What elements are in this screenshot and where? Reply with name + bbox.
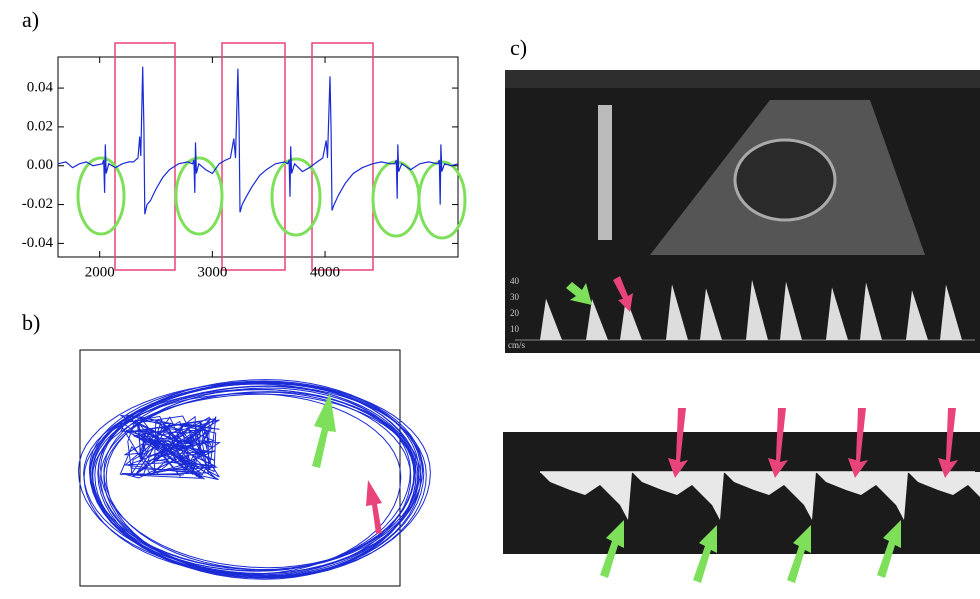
scale-label: 30 xyxy=(510,292,520,302)
green-arrow xyxy=(312,393,336,468)
doppler-peak xyxy=(860,282,882,340)
doppler-cycle xyxy=(724,472,816,520)
doppler-peak xyxy=(780,281,802,340)
green-arrow xyxy=(566,282,592,305)
trajectory-loop xyxy=(83,388,415,572)
doppler-peak xyxy=(586,298,608,340)
pink-arrows xyxy=(668,408,958,478)
doppler-cycle xyxy=(816,472,908,520)
doppler-peak xyxy=(906,290,928,340)
beat-boxes xyxy=(114,42,374,271)
doppler-peak xyxy=(666,284,688,340)
ultrasound-image xyxy=(503,432,980,554)
doppler-waveform xyxy=(540,279,962,340)
doppler-peak xyxy=(826,287,848,340)
panel-label: c) xyxy=(510,35,527,60)
doppler-cycle xyxy=(540,472,632,520)
doppler-peak xyxy=(700,288,722,340)
x-tick-label: 4000 xyxy=(310,264,340,280)
trajectory-loop xyxy=(91,382,419,579)
doppler-cycle xyxy=(632,472,724,520)
doppler-waveform xyxy=(540,472,980,520)
pink-arrow xyxy=(366,480,382,534)
doppler-peak xyxy=(940,284,962,340)
green-circles xyxy=(76,156,467,240)
scale-label: cm/s xyxy=(508,340,525,350)
trajectory-loop xyxy=(98,379,420,577)
trajectory-loop xyxy=(105,387,417,579)
phase-trajectory xyxy=(77,379,431,580)
x-tick-label: 3000 xyxy=(197,264,227,280)
plot-frame xyxy=(57,56,459,258)
panel-label: b) xyxy=(22,310,40,335)
pink-arrow xyxy=(613,276,633,312)
trajectory-loop xyxy=(94,385,427,579)
gray-scale xyxy=(598,105,612,240)
y-tick-label: -0.02 xyxy=(22,196,53,212)
doppler-peak xyxy=(540,298,562,340)
green-arrows xyxy=(600,520,901,583)
y-tick-label: 0.02 xyxy=(27,118,53,134)
panel-label: a) xyxy=(22,7,39,32)
signal-line xyxy=(57,66,459,215)
y-tick-label: 0.00 xyxy=(27,157,53,173)
scale-label: 20 xyxy=(510,308,520,318)
scale-label: 10 xyxy=(510,324,520,334)
doppler-peak xyxy=(746,279,768,340)
trajectory-cluster xyxy=(119,414,222,481)
ultrasound-header xyxy=(505,70,980,88)
trajectory-loop xyxy=(77,381,423,575)
doppler-cycle xyxy=(908,472,980,497)
scale-label: 40 xyxy=(510,276,520,286)
trajectory-loop xyxy=(89,382,431,578)
y-tick-label: -0.04 xyxy=(22,235,54,251)
y-tick-label: 0.04 xyxy=(27,80,54,96)
fetal-head xyxy=(733,138,837,222)
x-tick-label: 2000 xyxy=(85,264,115,280)
doppler-peak xyxy=(620,297,642,340)
